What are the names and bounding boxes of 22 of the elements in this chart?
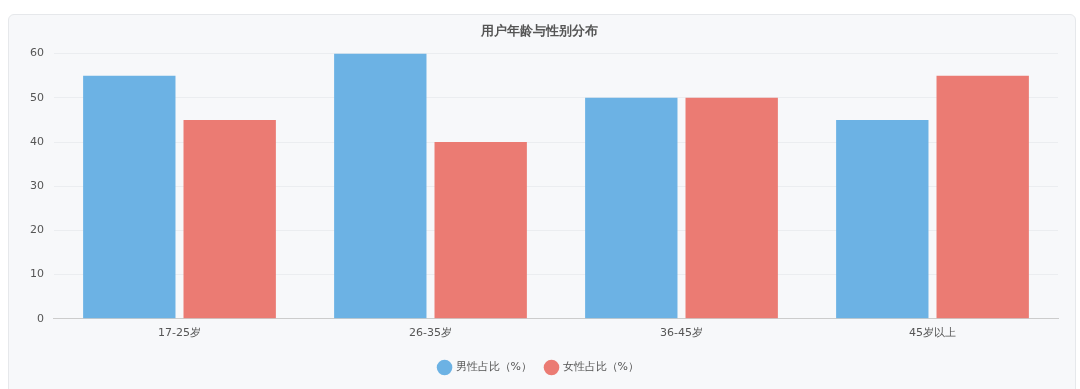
bar bbox=[434, 142, 527, 319]
x-tick-label: 26-35岁 bbox=[409, 326, 452, 340]
bar bbox=[83, 75, 176, 319]
bar bbox=[183, 119, 276, 319]
x-tick-label: 17-25岁 bbox=[158, 326, 201, 340]
bar bbox=[836, 119, 929, 319]
bar bbox=[936, 75, 1029, 319]
y-tick-label: 50 bbox=[30, 90, 44, 104]
y-tick-label: 30 bbox=[30, 179, 44, 193]
y-tick-label: 20 bbox=[30, 223, 44, 237]
x-tick-label: 36-45岁 bbox=[660, 326, 703, 340]
y-tick-label: 60 bbox=[30, 46, 44, 60]
bar bbox=[585, 97, 678, 319]
chart-title: 用户年龄与性别分布 bbox=[479, 23, 598, 39]
x-tick-label: 45岁以上 bbox=[909, 326, 956, 340]
legend-label: 男性占比（%） bbox=[455, 360, 532, 374]
y-tick-label: 40 bbox=[30, 134, 44, 148]
y-tick-label: 10 bbox=[30, 267, 44, 281]
legend-label: 女性占比（%） bbox=[562, 360, 639, 374]
bar bbox=[685, 97, 778, 319]
y-tick-label: 0 bbox=[37, 311, 44, 325]
bar bbox=[334, 53, 427, 319]
